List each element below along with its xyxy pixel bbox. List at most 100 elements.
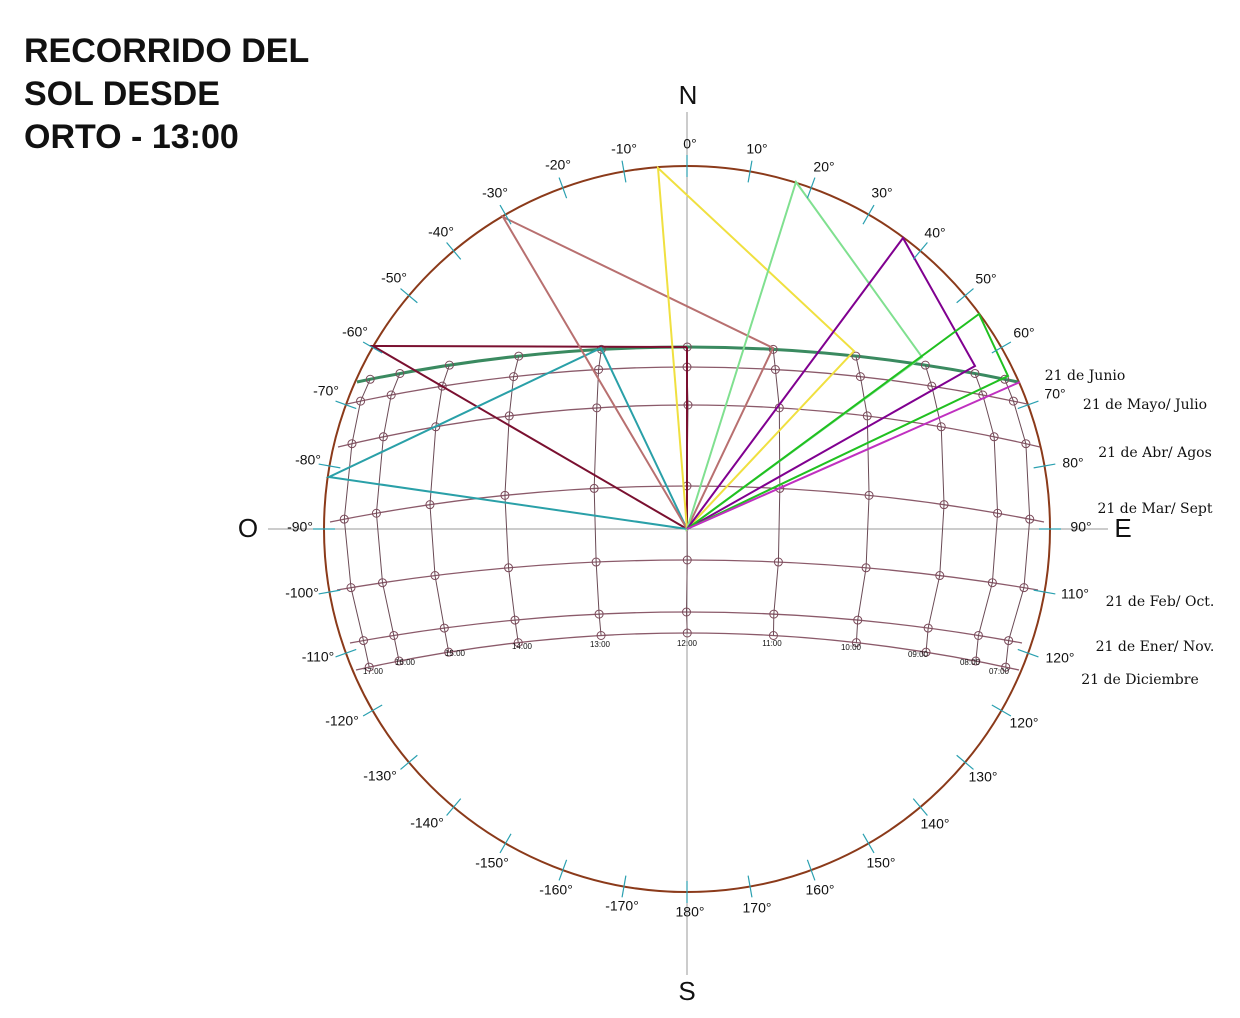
azimuth-label: 60° bbox=[1013, 325, 1034, 341]
azimuth-label: 170° bbox=[743, 900, 772, 916]
azimuth-label: 120° bbox=[1010, 715, 1039, 731]
hour-line bbox=[343, 379, 371, 668]
hour-dot bbox=[768, 344, 778, 354]
azimuth-label: -40° bbox=[428, 224, 454, 240]
cardinal: N bbox=[679, 80, 698, 110]
azimuth-label: -50° bbox=[381, 270, 407, 286]
hour-dot bbox=[591, 557, 601, 567]
azimuth-label: 70° bbox=[1044, 386, 1065, 402]
azimuth-tick bbox=[400, 288, 418, 304]
hour-dot bbox=[364, 662, 374, 672]
azimuth-lines bbox=[325, 165, 1021, 532]
hour-dot bbox=[682, 628, 692, 638]
azimuth-label: -130° bbox=[363, 768, 397, 784]
hour-dot bbox=[1001, 662, 1011, 672]
hour-dot bbox=[346, 583, 356, 593]
path-label: 21 de Abr/ Agos bbox=[1098, 445, 1212, 461]
hour-dot bbox=[862, 411, 872, 421]
title: RECORRIDO DEL bbox=[24, 32, 309, 70]
hour-dot bbox=[358, 636, 368, 646]
azimuth-label: -110° bbox=[302, 649, 335, 665]
hour-line bbox=[1004, 379, 1031, 668]
azimuth-tick bbox=[991, 341, 1012, 354]
hour-label: 12:00 bbox=[677, 639, 698, 648]
azimuth-label: -160° bbox=[539, 882, 573, 898]
azimuth-tick bbox=[862, 833, 875, 854]
hour-dot bbox=[439, 623, 449, 633]
hour-dot bbox=[773, 557, 783, 567]
azimuth-tick bbox=[747, 875, 753, 898]
hour-dot bbox=[513, 638, 523, 648]
hour-dot bbox=[347, 439, 357, 449]
hour-dot bbox=[444, 360, 454, 370]
path-label: 21 de Junio bbox=[1045, 368, 1126, 384]
azimuth-tick bbox=[912, 798, 928, 816]
azimuth-label: -150° bbox=[475, 855, 509, 871]
hour-dot bbox=[1008, 396, 1018, 406]
azimuth-label: 140° bbox=[921, 816, 950, 832]
hour-dot bbox=[939, 500, 949, 510]
azimuth-label: -140° bbox=[410, 815, 444, 831]
hour-line bbox=[974, 373, 999, 662]
hour-label: 16:00 bbox=[395, 658, 416, 667]
azimuth-label: 150° bbox=[867, 855, 896, 871]
azimuth-label: 20° bbox=[813, 159, 834, 175]
hour-dot bbox=[1021, 439, 1031, 449]
hour-dot bbox=[936, 422, 946, 432]
azimuth-label: -30° bbox=[482, 185, 508, 201]
hour-dot bbox=[514, 351, 524, 361]
hour-dot bbox=[510, 615, 520, 625]
azimuth-label: -60° bbox=[342, 324, 368, 340]
azimuth-tick bbox=[362, 704, 383, 717]
azimuth-tick bbox=[400, 754, 418, 770]
azimuth-tick bbox=[1033, 463, 1056, 469]
hour-dot bbox=[339, 514, 349, 524]
azimuth-tick bbox=[1017, 648, 1039, 658]
hour-dot bbox=[682, 555, 692, 565]
hour-dot bbox=[851, 351, 861, 361]
hour-dot bbox=[425, 500, 435, 510]
hour-dot bbox=[594, 609, 604, 619]
title: ORTO - 13:00 bbox=[24, 118, 239, 156]
azimuth-label: 50° bbox=[975, 271, 996, 287]
azimuth-tick bbox=[335, 648, 357, 658]
azimuth-label: 0° bbox=[683, 136, 696, 152]
hour-label: 17:00 bbox=[363, 667, 384, 676]
hour-dot bbox=[365, 374, 375, 384]
hour-dot bbox=[395, 368, 405, 378]
hour-dot bbox=[935, 571, 945, 581]
hour-dot bbox=[987, 578, 997, 588]
hour-dot bbox=[386, 390, 396, 400]
hour-dot bbox=[437, 381, 447, 391]
hour-dot bbox=[864, 490, 874, 500]
azimuth-tick bbox=[1017, 400, 1039, 410]
hour-dot bbox=[389, 630, 399, 640]
hour-dot bbox=[378, 578, 388, 588]
hour-dot bbox=[768, 631, 778, 641]
cardinal: E bbox=[1114, 513, 1131, 543]
azimuth-label: -170° bbox=[605, 898, 639, 914]
hour-dot bbox=[431, 422, 441, 432]
hour-dot bbox=[1025, 514, 1035, 524]
hour-label: 13:00 bbox=[590, 640, 611, 649]
azimuth-tick bbox=[912, 242, 928, 260]
azimuth-tick bbox=[335, 400, 357, 410]
azimuth-label: 130° bbox=[969, 769, 998, 785]
hour-dot bbox=[594, 365, 604, 375]
hour-dot bbox=[444, 647, 454, 657]
hour-label: 07:00 bbox=[989, 667, 1010, 676]
hour-dot bbox=[500, 490, 510, 500]
hour-dot bbox=[509, 372, 519, 382]
hour-label: 15:00 bbox=[445, 649, 466, 658]
azimuth-label: -120° bbox=[325, 713, 359, 729]
hour-dot bbox=[769, 609, 779, 619]
azimuth-tick bbox=[499, 833, 512, 854]
azimuth-label: -70° bbox=[313, 383, 339, 399]
hour-dot bbox=[851, 638, 861, 648]
azimuth-tick bbox=[806, 859, 816, 881]
azimuth-label: -10° bbox=[611, 141, 637, 157]
hour-dot bbox=[596, 631, 606, 641]
hour-line bbox=[593, 349, 602, 636]
hour-dot bbox=[989, 432, 999, 442]
